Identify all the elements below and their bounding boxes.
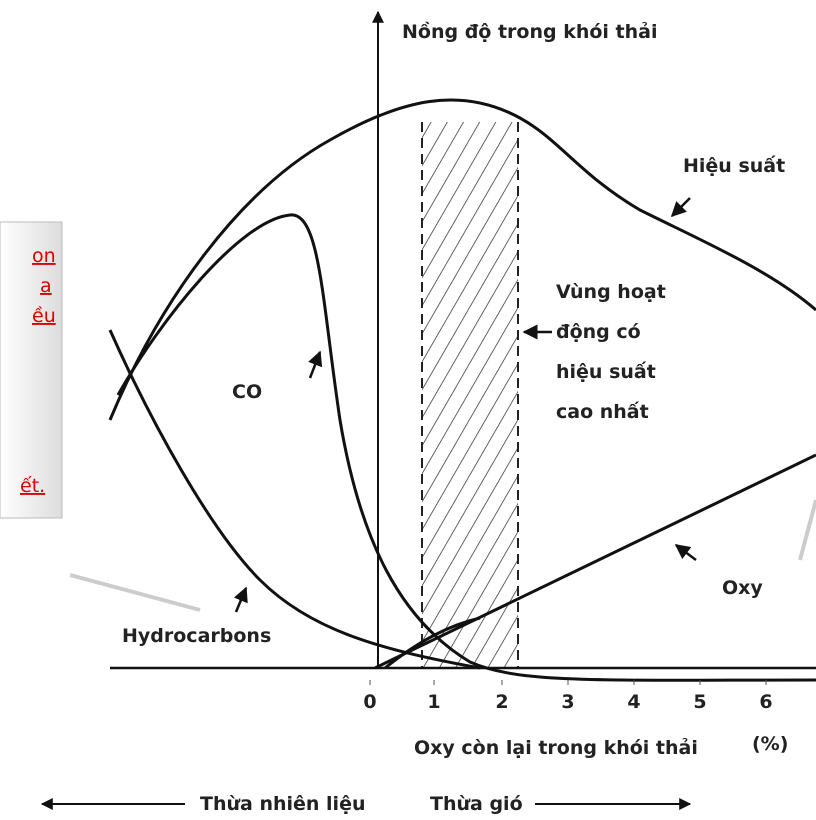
label: Hiệu suất: [683, 154, 785, 177]
x-tick-label: 0: [363, 691, 376, 713]
label: Oxy: [722, 577, 763, 599]
ticks: 0 1 2 3 4 5 6: [363, 680, 773, 713]
side-box: on a ều ết.: [0, 221, 63, 519]
label: CO: [232, 381, 262, 403]
oxygen-start: [384, 616, 481, 670]
fragment: ết.: [20, 475, 45, 497]
x-tick-label: 6: [759, 691, 772, 713]
x-tick-label: 3: [561, 691, 574, 713]
x-axis-label: Oxy còn lại trong khói thải: [414, 737, 698, 759]
label: Hydrocarbons: [122, 625, 271, 647]
bottom-label: Thừa gió: [430, 793, 523, 815]
zone-label: cao nhất: [556, 400, 649, 423]
oxygen-line: [374, 453, 816, 670]
efficiency-curve: [108, 98, 816, 421]
x-tick-label: 4: [627, 691, 640, 713]
x-tick-label: 2: [495, 691, 508, 713]
zone-label: Vùng hoạt: [556, 281, 666, 303]
hydrocarbons-curve: [108, 329, 481, 670]
bottom-label: Thừa nhiên liệu: [200, 793, 365, 815]
zone: [422, 122, 518, 668]
title: Nồng độ trong khói thải: [402, 20, 658, 43]
fragment: on: [32, 245, 56, 267]
x-axis-unit: (%): [752, 733, 788, 755]
fragment: ều: [32, 305, 56, 327]
x-tick-label: 1: [427, 691, 440, 713]
zone-border: [421, 122, 519, 668]
co-curve: [116, 213, 816, 682]
fragment: a: [40, 275, 52, 297]
zone-label: hiệu suất: [556, 360, 656, 383]
pointers: [233, 197, 697, 613]
zone-label: động có: [556, 321, 641, 343]
decor: [69, 499, 816, 612]
x-tick-label: 5: [693, 691, 706, 713]
